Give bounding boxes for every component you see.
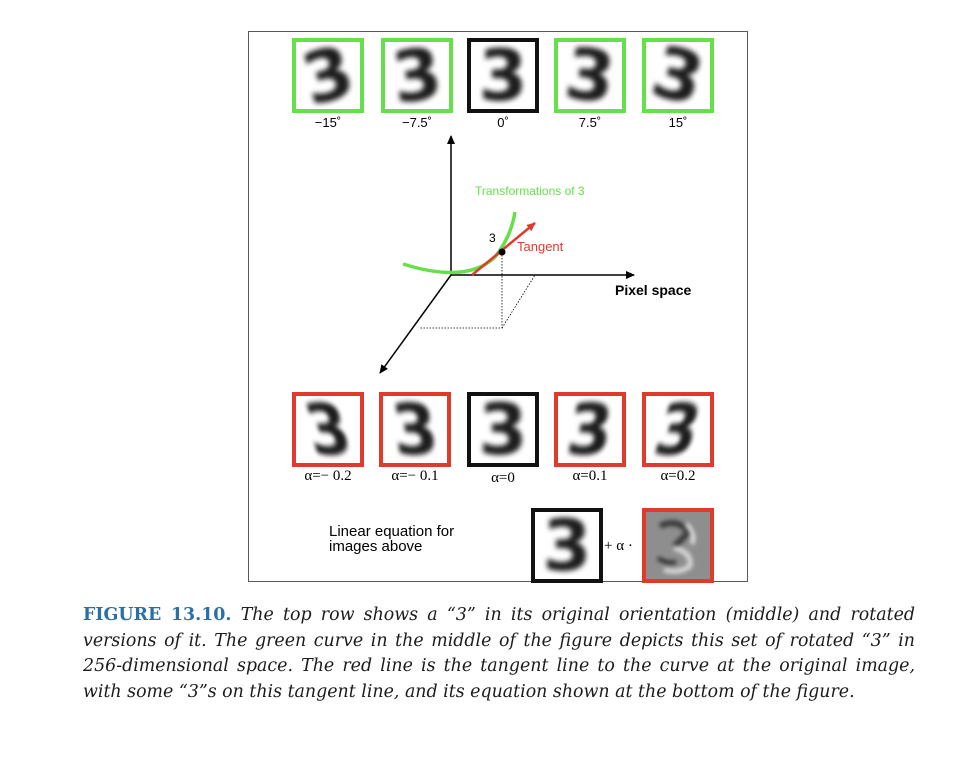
- alpha-label: α=0.2: [660, 468, 696, 484]
- rotation-label: −15˚: [314, 115, 342, 130]
- tangent-digit-image: 3: [642, 392, 714, 467]
- curve-label: Transformations of 3: [475, 184, 585, 198]
- rotation-label: −7.5˚: [402, 115, 432, 130]
- axis-label: Pixel space: [615, 282, 692, 298]
- original-point: [498, 248, 506, 256]
- rotated-digit-image: 3: [292, 38, 364, 113]
- alpha-label: α=0.1: [572, 468, 608, 484]
- figure-caption: FIGURE 13.10. The top row shows a “3” in…: [83, 603, 915, 705]
- rotated-digit-image: 3: [381, 38, 453, 113]
- pixel-space-diagram: [379, 135, 635, 374]
- caption-text: The top row shows a “3” in its original …: [83, 605, 916, 702]
- point-label: 3: [489, 231, 496, 245]
- tangent-label: Tangent: [517, 239, 564, 254]
- transformations-curve: [402, 211, 517, 275]
- tangent-digit-image: 3: [292, 392, 364, 467]
- projection-lines: [501, 274, 536, 329]
- projection-lines: [419, 255, 503, 329]
- rotation-label: 0˚: [497, 115, 509, 130]
- tangent-digit-image: 3: [554, 392, 626, 467]
- alpha-label: α=− 0.2: [304, 468, 352, 484]
- figure-panel: 3 3 3 3 3 −15˚ −7.5˚ 0˚ 7.5˚ 15˚ Transfo…: [248, 31, 748, 583]
- equation-operator: + α ·: [604, 538, 633, 554]
- rotation-label: 7.5˚: [578, 115, 602, 130]
- caption-label: FIGURE 13.10.: [83, 605, 232, 625]
- z-axis: [379, 274, 452, 374]
- original-digit-image: 3: [467, 392, 539, 467]
- rotation-label: 15˚: [668, 115, 688, 130]
- alpha-label: α=0: [491, 470, 515, 486]
- original-digit-image: 3: [467, 38, 539, 113]
- rotated-digit-image: 3: [554, 38, 626, 113]
- alpha-label: α=− 0.1: [391, 468, 439, 484]
- tangent-digit-image: 3: [379, 392, 451, 467]
- rotated-digit-image: 3: [642, 38, 714, 113]
- equation-original-image: 3: [531, 508, 603, 583]
- equation-text: Linear equation for images above: [329, 523, 455, 555]
- tangent-vector-image: [642, 508, 714, 583]
